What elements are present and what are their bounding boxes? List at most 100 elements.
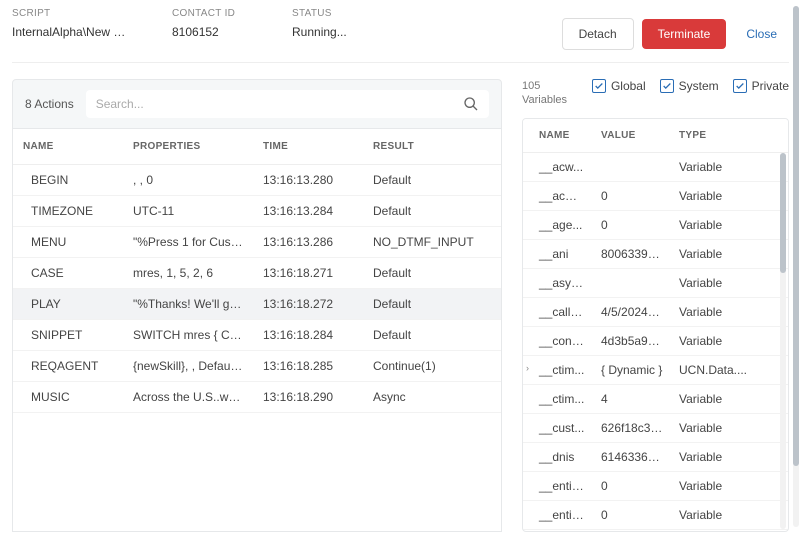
table-row[interactable]: BEGIN, , 013:16:13.280Default [13,165,501,196]
variable-value: 626f18c3-3... [593,413,671,442]
variable-value: 0 [593,471,671,500]
detach-button[interactable]: Detach [562,18,634,50]
table-row[interactable]: MENU"%Press 1 for Customer...13:16:13.28… [13,227,501,258]
filter-global[interactable]: Global [592,79,646,93]
variable-value: 0 [593,210,671,239]
variable-type: Variable [671,529,788,532]
variable-name: __age... [523,210,593,239]
variable-type: Variable [671,239,788,268]
checkbox-icon [733,79,747,93]
col-properties[interactable]: PROPERTIES [123,129,253,165]
variable-row[interactable]: __acwt...0Variable [523,181,788,210]
variable-row[interactable]: __entit...Variable [523,529,788,532]
variable-row[interactable]: __asyn...Variable [523,268,788,297]
action-result: Default [363,165,501,196]
variable-value [593,529,671,532]
variable-row[interactable]: __ani8006339405Variable [523,239,788,268]
variable-row[interactable]: __entit...0Variable [523,500,788,529]
checkbox-icon [660,79,674,93]
variable-row[interactable]: __ctim...4Variable [523,384,788,413]
filter-system[interactable]: System [660,79,719,93]
col-name[interactable]: NAME [13,129,123,165]
action-properties: "%Press 1 for Customer... [123,227,253,258]
col-time[interactable]: TIME [253,129,363,165]
variables-filters: Global System Private [592,79,789,93]
action-result: Default [363,258,501,289]
status-label: STATUS [292,8,372,19]
variable-value: 0 [593,181,671,210]
action-result: NO_DTMF_INPUT [363,227,501,258]
action-result: Default [363,196,501,227]
action-name: REQAGENT [13,351,123,382]
action-result: Async [363,382,501,413]
variable-type: Variable [671,384,788,413]
action-time: 13:16:13.284 [253,196,363,227]
variable-type: Variable [671,210,788,239]
variable-name: __entit... [523,500,593,529]
variable-type: Variable [671,297,788,326]
script-meta: SCRIPT InternalAlpha\New Folder\... [12,8,132,39]
table-row[interactable]: MUSICAcross the U.S..wav, 0, ...13:16:18… [13,382,501,413]
action-name: CASE [13,258,123,289]
search-icon[interactable] [463,96,479,112]
action-time: 13:16:18.285 [253,351,363,382]
var-col-value[interactable]: VALUE [593,119,671,153]
variables-scrollbar-thumb[interactable] [780,153,786,273]
action-properties: {newSkill}, , Defaultfro... [123,351,253,382]
actions-count: 8 Actions [25,97,74,111]
table-row[interactable]: SNIPPETSWITCH mres { CASE 1 (...13:16:18… [13,320,501,351]
variable-name: __ctim... [523,384,593,413]
search-input[interactable] [96,97,463,111]
variable-row[interactable]: __dnis6146336229Variable [523,442,788,471]
variable-value: 8006339405 [593,239,671,268]
filter-private[interactable]: Private [733,79,789,93]
action-properties: mres, 1, 5, 2, 6 [123,258,253,289]
variable-type: Variable [671,152,788,181]
variables-count: 105 [522,79,567,93]
variable-row[interactable]: __acw... Variable [523,152,788,181]
filter-system-label: System [679,79,719,93]
variable-value: 4d3b5a9b-f... [593,326,671,355]
variable-row[interactable]: ›__ctim...{ Dynamic }UCN.Data.... [523,355,788,384]
variable-value [593,152,671,181]
variables-panel: 105 Variables Global System Private [522,79,789,532]
action-properties: SWITCH mres { CASE 1 (... [123,320,253,351]
table-row[interactable]: REQAGENT{newSkill}, , Defaultfro...13:16… [13,351,501,382]
script-label: SCRIPT [12,8,132,19]
variable-type: Variable [671,181,788,210]
action-name: PLAY [13,289,123,320]
table-row[interactable]: TIMEZONEUTC-1113:16:13.284Default [13,196,501,227]
variable-name: ›__ctim... [523,355,593,384]
variable-type: Variable [671,442,788,471]
header-meta: SCRIPT InternalAlpha\New Folder\... CONT… [12,8,372,39]
action-time: 13:16:18.284 [253,320,363,351]
terminate-button[interactable]: Terminate [642,19,727,49]
close-button[interactable]: Close [734,19,789,49]
variable-name: __acwt... [523,181,593,210]
variable-row[interactable]: __calla...4/5/2024 5:...Variable [523,297,788,326]
var-col-type[interactable]: TYPE [671,119,788,153]
variable-value: { Dynamic } [593,355,671,384]
action-time: 13:16:18.290 [253,382,363,413]
variable-type: Variable [671,471,788,500]
table-row[interactable]: PLAY"%Thanks! We'll get you...13:16:18.2… [13,289,501,320]
var-col-name[interactable]: NAME [523,119,593,153]
actions-panel: 8 Actions NAME PROPERTIES TIME RE [12,79,502,532]
variable-row[interactable]: __cust...626f18c3-3...Variable [523,413,788,442]
variables-scrollbar[interactable] [780,153,786,529]
page-scrollbar[interactable] [793,6,799,527]
variable-row[interactable]: __cont...4d3b5a9b-f...Variable [523,326,788,355]
variable-name: __cust... [523,413,593,442]
variable-row[interactable]: __age...0Variable [523,210,788,239]
action-result: Continue(1) [363,351,501,382]
page-scrollbar-thumb[interactable] [793,6,799,466]
chevron-right-icon[interactable]: › [526,363,529,373]
action-properties: , , 0 [123,165,253,196]
table-row[interactable]: CASEmres, 1, 5, 2, 613:16:18.271Default [13,258,501,289]
variable-row[interactable]: __entit...0Variable [523,471,788,500]
col-result[interactable]: RESULT [363,129,501,165]
variables-count-block: 105 Variables [522,79,567,108]
variable-name: __acw... [523,152,593,181]
variable-type: Variable [671,268,788,297]
search-wrap [86,90,489,118]
